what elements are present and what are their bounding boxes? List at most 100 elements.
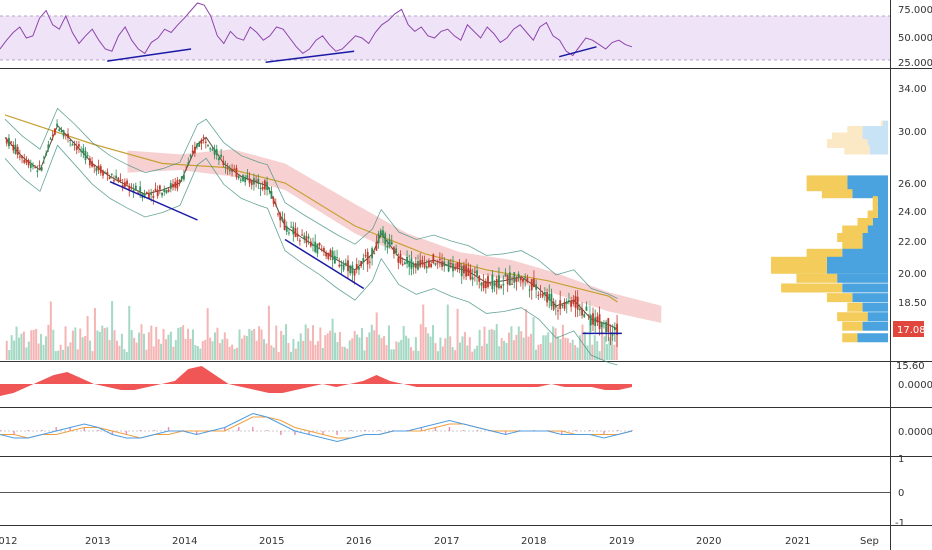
macd-panel[interactable]: 0.0000 xyxy=(0,412,932,443)
volume-profile-down xyxy=(880,120,883,130)
volume-bar xyxy=(76,349,79,360)
volume-bar xyxy=(120,333,123,360)
candle-body xyxy=(285,226,288,232)
candle-body xyxy=(224,166,227,168)
volume-bar xyxy=(233,348,236,360)
candle-body xyxy=(603,323,605,325)
candle-body xyxy=(511,283,513,285)
candle-body xyxy=(443,261,446,267)
volume-profile-down xyxy=(842,225,868,235)
macd-histogram-bar xyxy=(13,431,15,435)
macd-histogram-bar xyxy=(27,430,29,431)
candle-body xyxy=(495,279,498,288)
volume-bar xyxy=(400,339,403,360)
volume-bar xyxy=(478,329,481,360)
candle-body xyxy=(71,144,74,146)
candle-body xyxy=(432,254,435,264)
candle-body xyxy=(600,322,603,327)
candle-body xyxy=(145,191,148,194)
price-panel[interactable]: 34.00 30.00 26.00 24.00 22.00 20.00 18.5… xyxy=(4,84,927,372)
candle-body xyxy=(200,139,203,144)
volume-profile-down xyxy=(826,139,868,148)
volume-bar xyxy=(461,336,464,360)
volume-bar xyxy=(586,345,589,360)
volume-profile-up xyxy=(826,264,888,274)
volume-profile-down xyxy=(806,182,848,192)
volume-bar xyxy=(228,346,231,360)
candle-body xyxy=(18,156,21,158)
rsi-panel[interactable]: 75.0000 50.0000 25.0000 xyxy=(0,2,932,69)
oscillator-panel[interactable]: 1 0 -1 xyxy=(0,454,905,529)
candle-body xyxy=(578,308,581,311)
volume-profile-up xyxy=(877,196,888,206)
rsi-divergence-line xyxy=(107,48,192,62)
volume-bar xyxy=(351,338,354,360)
candle-body xyxy=(167,189,170,192)
macd-histogram-bar xyxy=(153,430,156,431)
volume-bar xyxy=(289,351,292,360)
candle-body xyxy=(113,180,115,182)
candle-body xyxy=(8,137,10,147)
volume-bar xyxy=(451,347,454,360)
volume-bar xyxy=(449,336,452,360)
candle-body xyxy=(49,138,52,140)
candle-body xyxy=(58,129,61,132)
candle-body xyxy=(143,193,146,197)
volume-bar xyxy=(512,340,515,360)
volume-profile-up xyxy=(862,132,888,142)
candle-body xyxy=(27,159,30,166)
time-axis[interactable]: 2012 2013 2014 2015 2016 2017 2018 2019 … xyxy=(0,536,879,547)
candle-body xyxy=(270,191,273,199)
candle-body xyxy=(312,244,314,246)
time-tick: 2013 xyxy=(85,536,110,547)
volume-bar xyxy=(214,332,216,360)
candle-body xyxy=(154,188,157,191)
volume-bar xyxy=(206,308,209,360)
candle-body xyxy=(281,217,284,221)
candle-body xyxy=(508,272,511,286)
volume-bar xyxy=(270,345,273,360)
candle-body xyxy=(504,273,507,277)
volume-profile-up xyxy=(872,218,888,227)
volume-bar xyxy=(140,324,143,360)
volume-profile-up xyxy=(862,321,888,331)
volume-bar xyxy=(172,346,175,360)
volume-bar xyxy=(338,331,341,360)
candle-body xyxy=(110,173,113,176)
candle-body xyxy=(399,253,402,264)
candle-body xyxy=(235,167,238,177)
volume-profile-up xyxy=(877,210,888,220)
volume-bar xyxy=(468,337,471,360)
volume-bar xyxy=(593,335,596,360)
volume-bar xyxy=(135,342,138,360)
volume-profile-down xyxy=(857,218,873,227)
volume-profile-down xyxy=(770,256,827,266)
candle-body xyxy=(557,310,559,312)
volume-bar xyxy=(59,344,62,360)
candle-body xyxy=(502,284,505,286)
candle-body xyxy=(97,165,100,171)
histogram-panel[interactable]: 0.0000 xyxy=(0,366,932,396)
volume-bar xyxy=(520,331,523,360)
volume-bar xyxy=(441,346,444,360)
candle-body xyxy=(377,233,380,243)
volume-bar xyxy=(54,351,57,360)
volume-bar xyxy=(610,332,613,360)
candle-body xyxy=(491,274,494,290)
candle-body xyxy=(78,144,80,147)
volume-bar xyxy=(81,337,84,360)
candle-body xyxy=(434,263,437,265)
volume-bar xyxy=(402,325,405,360)
volume-bar xyxy=(498,346,501,360)
candle-body xyxy=(570,301,573,307)
candle-body xyxy=(430,263,433,268)
volume-bar xyxy=(476,345,479,360)
volume-bar xyxy=(15,326,18,360)
volume-bar xyxy=(466,345,469,360)
candle-body xyxy=(283,219,286,230)
volume-bar xyxy=(189,338,192,360)
candle-body xyxy=(139,186,142,194)
candle-body xyxy=(25,160,28,163)
candle-body xyxy=(471,277,474,280)
